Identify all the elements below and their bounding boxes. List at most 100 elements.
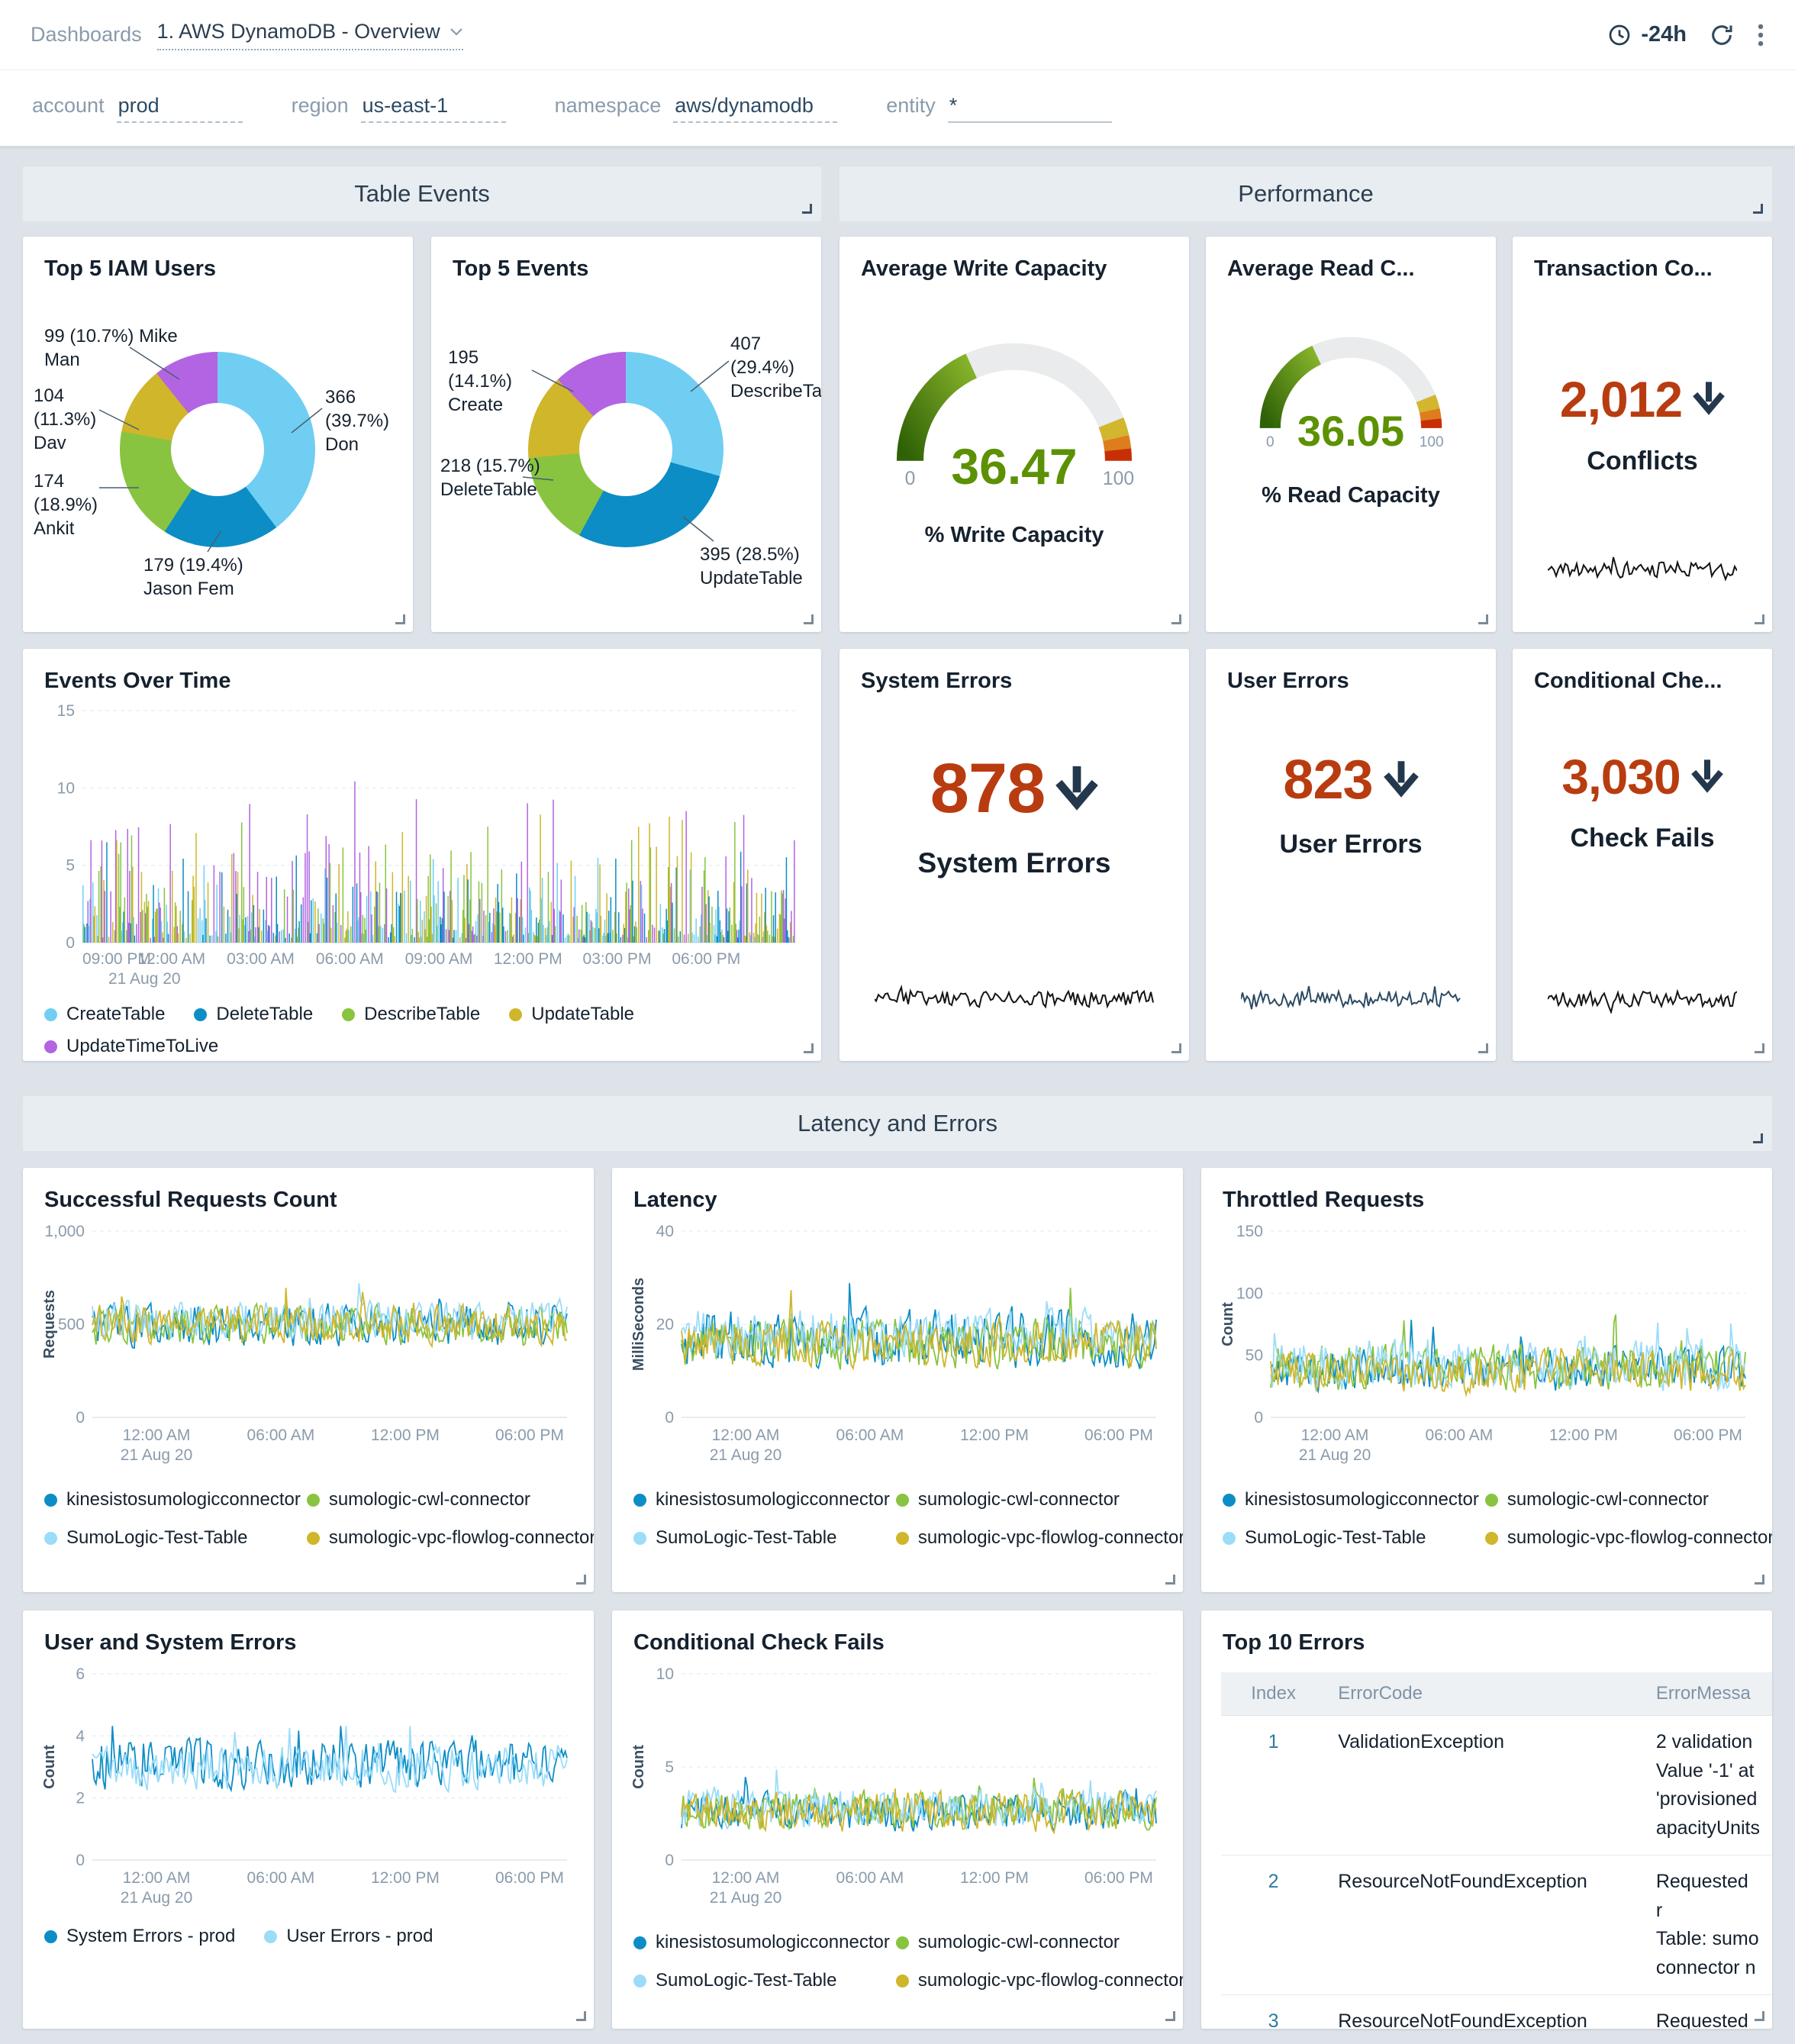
filter-region-label: region [291, 93, 349, 117]
filter-account-value[interactable]: prod [116, 94, 243, 123]
legend-label: User Errors - prod [286, 1926, 433, 1946]
legend-item[interactable]: kinesistosumologicconnector [1223, 1489, 1479, 1510]
top5-events-chart[interactable]: 195 (14.1%) Create 218 (15.7%) DeleteTab… [431, 288, 821, 616]
legend-item[interactable]: DescribeTable [342, 1004, 480, 1025]
section-expand-icon[interactable] [1753, 204, 1763, 214]
gauge-value: 36.47 [951, 438, 1078, 495]
section-expand-icon[interactable] [802, 204, 812, 214]
table-row[interactable]: 2 ResourceNotFoundException Requested r Ta… [1221, 1855, 1772, 1995]
legend-item[interactable]: SumoLogic-Test-Table [633, 1527, 890, 1549]
panel-expand-icon[interactable] [1171, 614, 1181, 624]
legend-item[interactable]: sumologic-vpc-flowlog-connector [306, 1527, 594, 1549]
panel-expand-icon[interactable] [1171, 1043, 1181, 1053]
legend-item[interactable]: User Errors - prod [264, 1926, 433, 1947]
section-expand-icon[interactable] [1753, 1133, 1763, 1143]
legend-item[interactable]: CreateTable [44, 1004, 165, 1025]
sparkline-chart[interactable] [1240, 985, 1461, 1014]
section-header-latency-and-errors: Latency and Errors [23, 1096, 1772, 1151]
panel-expand-icon[interactable] [804, 614, 814, 624]
legend-dot-icon [1223, 1531, 1236, 1545]
panel-expand-icon[interactable] [1165, 2011, 1175, 2021]
panel-expand-icon[interactable] [1755, 614, 1764, 624]
filter-region[interactable]: region us-east-1 [292, 94, 506, 123]
filter-namespace-value[interactable]: aws/dynamodb [673, 94, 838, 123]
svg-text:06:00 AM: 06:00 AM [836, 1427, 904, 1444]
panel-expand-icon[interactable] [1755, 1575, 1764, 1585]
legend-item[interactable]: kinesistosumologicconnector [44, 1489, 301, 1510]
metric-value: 823 [1283, 750, 1373, 811]
svg-text:12:00 PM: 12:00 PM [494, 950, 562, 968]
filter-namespace[interactable]: namespace aws/dynamodb [555, 94, 838, 123]
table-row[interactable]: 1 ValidationException 2 validation Value '… [1221, 1715, 1772, 1855]
legend-item[interactable]: UpdateTable [509, 1004, 634, 1025]
column-header[interactable]: Index [1221, 1672, 1326, 1716]
kebab-menu-icon[interactable] [1757, 23, 1764, 47]
filter-region-value[interactable]: us-east-1 [360, 94, 506, 123]
sparkline-chart[interactable] [1547, 556, 1738, 585]
filter-entity-value[interactable]: * [947, 94, 1112, 123]
conditional-check-fails-chart[interactable]: 0 5 10 Count 12:00 AM 21 Aug 20 06:00 AM 12:00 … [630, 1663, 1164, 1913]
metric-value: 3,030 [1561, 750, 1681, 804]
svg-text:500: 500 [58, 1316, 85, 1333]
svg-text:21 Aug 20: 21 Aug 20 [121, 1446, 193, 1464]
panel-expand-icon[interactable] [576, 1575, 586, 1585]
legend-item[interactable]: kinesistosumologicconnector [633, 1932, 890, 1953]
donut-chart[interactable] [120, 352, 315, 547]
dashboard-title-dropdown[interactable]: 1. AWS DynamoDB - Overview [156, 20, 463, 50]
legend-item[interactable]: SumoLogic-Test-Table [1223, 1527, 1479, 1549]
svg-text:100: 100 [1420, 434, 1444, 450]
panel-expand-icon[interactable] [1478, 614, 1488, 624]
latency-chart[interactable]: 0 20 40 MilliSeconds 12:00 AM 21 Aug 20 06:00 … [630, 1220, 1164, 1471]
successful-requests-chart[interactable]: 0 500 1,000 Requests 12:00 AM 21 Aug 20 06:00 … [41, 1220, 575, 1471]
panel-title: Successful Requests Count [44, 1188, 337, 1212]
filter-bar: account prod region us-east-1 namespace … [0, 70, 1795, 147]
filter-entity[interactable]: entity * [886, 94, 1112, 123]
metric-label: Check Fails [1570, 824, 1715, 853]
legend-item[interactable]: kinesistosumologicconnector [633, 1489, 890, 1510]
panel-title: Top 5 IAM Users [44, 256, 217, 281]
svg-text:06:00 AM: 06:00 AM [836, 1869, 904, 1887]
refresh-icon[interactable] [1710, 23, 1734, 47]
donut-chart[interactable] [528, 352, 723, 547]
read-capacity-gauge[interactable]: 0 100 36.05 [1236, 311, 1466, 457]
top5-iam-users-chart[interactable]: 99 (10.7%) Mike Man 104 (11.3%) Dav 174 … [23, 288, 413, 616]
write-capacity-gauge[interactable]: 0 100 36.47 [865, 311, 1163, 497]
legend-label: UpdateTimeToLive [66, 1036, 219, 1056]
legend-item[interactable]: sumologic-vpc-flowlog-connector [1484, 1527, 1772, 1549]
legend-item[interactable]: sumologic-cwl-connector [306, 1489, 594, 1510]
legend-item[interactable]: System Errors - prod [44, 1926, 235, 1947]
panel-expand-icon[interactable] [576, 2011, 586, 2021]
panel-expand-icon[interactable] [1165, 1575, 1175, 1585]
filter-account[interactable]: account prod [32, 94, 243, 123]
legend-item[interactable]: sumologic-cwl-connector [1484, 1489, 1772, 1510]
sparkline-chart[interactable] [874, 985, 1154, 1014]
column-header[interactable]: ErrorMessa [1643, 1672, 1772, 1716]
legend-item[interactable]: sumologic-vpc-flowlog-connector [895, 1970, 1183, 1991]
errors-table: Index ErrorCode ErrorMessa 1 ValidationExcep… [1221, 1672, 1772, 2029]
panel-title: Average Read C... [1227, 256, 1415, 281]
panel-expand-icon[interactable] [1755, 1043, 1764, 1053]
throttled-requests-chart[interactable]: 0 50 100 150 Count 12:00 AM 21 Aug 20 06:00 AM 1… [1220, 1220, 1753, 1471]
panel-expand-icon[interactable] [1755, 2011, 1764, 2021]
legend-item[interactable]: DeleteTable [194, 1004, 313, 1025]
legend-item[interactable]: sumologic-vpc-flowlog-connector [895, 1527, 1183, 1549]
panel-expand-icon[interactable] [395, 614, 405, 624]
events-over-time-chart[interactable]: 0 5 10 15 09:00 PM 12:00 AM 03:00 AM 06:00 AM 09… [43, 700, 801, 991]
donut-callout: 174 (18.9%) Ankit [34, 471, 98, 540]
legend-item[interactable]: UpdateTimeToLive [44, 1036, 218, 1057]
time-range-control[interactable]: -24h [1607, 22, 1687, 47]
donut-callout: 218 (15.7%) DeleteTable [440, 456, 540, 501]
svg-text:0: 0 [1266, 434, 1275, 450]
sparkline-chart[interactable] [1547, 985, 1738, 1015]
panel-expand-icon[interactable] [1478, 1043, 1488, 1053]
panel-expand-icon[interactable] [804, 1043, 814, 1053]
legend-item[interactable]: SumoLogic-Test-Table [44, 1527, 301, 1549]
column-header[interactable]: ErrorCode [1326, 1672, 1644, 1716]
legend-item[interactable]: sumologic-cwl-connector [895, 1932, 1183, 1953]
dashboards-breadcrumb[interactable]: Dashboards [31, 23, 142, 46]
user-system-errors-chart[interactable]: 0 2 4 6 Count 12:00 AM 21 Aug 20 06:00 AM 12:00 … [41, 1663, 575, 1913]
legend-item[interactable]: sumologic-cwl-connector [895, 1489, 1183, 1510]
panel-throttled-requests: Throttled Requests 0 50 100 150 Count 12:00 A… [1201, 1168, 1772, 1592]
legend-item[interactable]: SumoLogic-Test-Table [633, 1970, 890, 1991]
